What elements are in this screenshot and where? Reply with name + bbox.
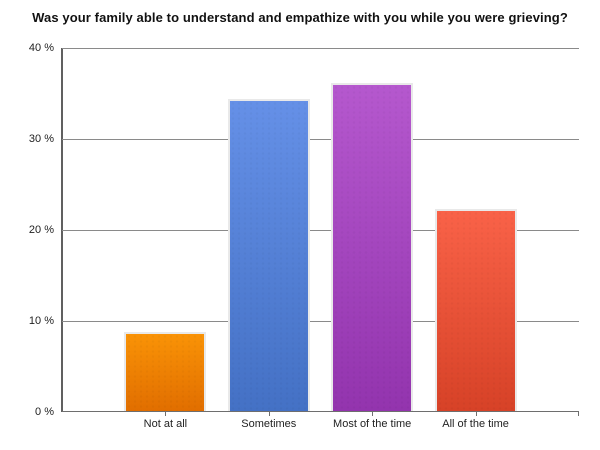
y-tick-label-10: 10 %: [28, 315, 54, 327]
bar-most-of-the-time: [331, 83, 414, 411]
gridline-30: [62, 139, 579, 140]
plot-area: [61, 48, 579, 416]
chart-title: Was your family able to understand and e…: [32, 10, 568, 25]
bar-all-of-the-time: [434, 208, 517, 412]
bar-sometimes: [227, 98, 310, 412]
gridline-0: [62, 411, 579, 412]
x-axis-end-tick: [578, 412, 579, 416]
gridline-20: [62, 230, 579, 231]
y-tick-label-0: 0 %: [35, 406, 54, 418]
x-axis-label-not-at-all: Not at all: [143, 418, 188, 430]
y-tick-label-30: 30 %: [28, 133, 54, 145]
x-axis-label-most-of-the-time: Most of the time: [333, 418, 412, 430]
gridline-40: [62, 48, 579, 49]
y-tick-label-20: 20 %: [28, 224, 54, 236]
x-tick-sometimes: [268, 412, 270, 416]
x-tick-not-at-all: [165, 412, 167, 416]
x-axis-label-sometimes: Sometimes: [241, 418, 297, 430]
gridline-10: [62, 321, 579, 322]
x-axis-label-all-of-the-time: All of the time: [442, 418, 509, 430]
bar-not-at-all: [124, 331, 207, 412]
x-tick-all-of-the-time: [475, 412, 477, 416]
y-tick-label-40: 40 %: [28, 42, 54, 54]
x-tick-most-of-the-time: [372, 412, 374, 416]
